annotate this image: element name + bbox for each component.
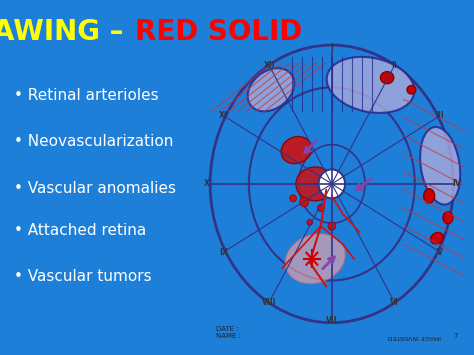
Ellipse shape (281, 137, 312, 164)
Text: • Neovascularization: • Neovascularization (14, 135, 173, 149)
Ellipse shape (424, 189, 435, 203)
Text: IX: IX (219, 247, 228, 257)
Text: X: X (204, 179, 210, 189)
Text: IV: IV (452, 179, 461, 189)
Ellipse shape (443, 212, 453, 224)
Text: VI: VI (390, 297, 399, 306)
Text: DATE :: DATE : (216, 326, 238, 332)
Text: IMAGE INVERTED: IMAGE INVERTED (388, 334, 441, 339)
Text: • Vascular tumors: • Vascular tumors (14, 269, 152, 284)
Ellipse shape (430, 233, 443, 244)
Ellipse shape (381, 72, 394, 84)
Text: VII: VII (326, 316, 337, 325)
Text: V: V (437, 247, 443, 257)
Text: VIII: VIII (262, 297, 276, 306)
Circle shape (290, 195, 296, 202)
Ellipse shape (285, 234, 345, 284)
Text: XII: XII (264, 61, 275, 70)
Ellipse shape (407, 86, 416, 94)
Text: I: I (330, 43, 333, 52)
Circle shape (307, 219, 312, 225)
Text: • Vascular anomalies: • Vascular anomalies (14, 181, 176, 196)
Ellipse shape (248, 68, 294, 111)
Ellipse shape (296, 167, 335, 201)
Text: • Retinal arterioles: • Retinal arterioles (14, 88, 159, 103)
Text: XI: XI (219, 111, 228, 120)
Circle shape (328, 222, 336, 230)
Ellipse shape (327, 57, 414, 113)
Circle shape (318, 204, 324, 212)
Circle shape (300, 197, 309, 207)
Text: 7: 7 (454, 333, 458, 339)
Text: III: III (436, 111, 444, 120)
Circle shape (319, 169, 345, 198)
Text: FUNDUS DRAWING –: FUNDUS DRAWING – (0, 18, 133, 46)
Text: NAME :: NAME : (216, 333, 241, 339)
Text: • Attached retina: • Attached retina (14, 223, 146, 238)
Ellipse shape (420, 127, 460, 204)
Text: RED SOLID: RED SOLID (135, 18, 302, 46)
Text: II: II (392, 61, 397, 70)
